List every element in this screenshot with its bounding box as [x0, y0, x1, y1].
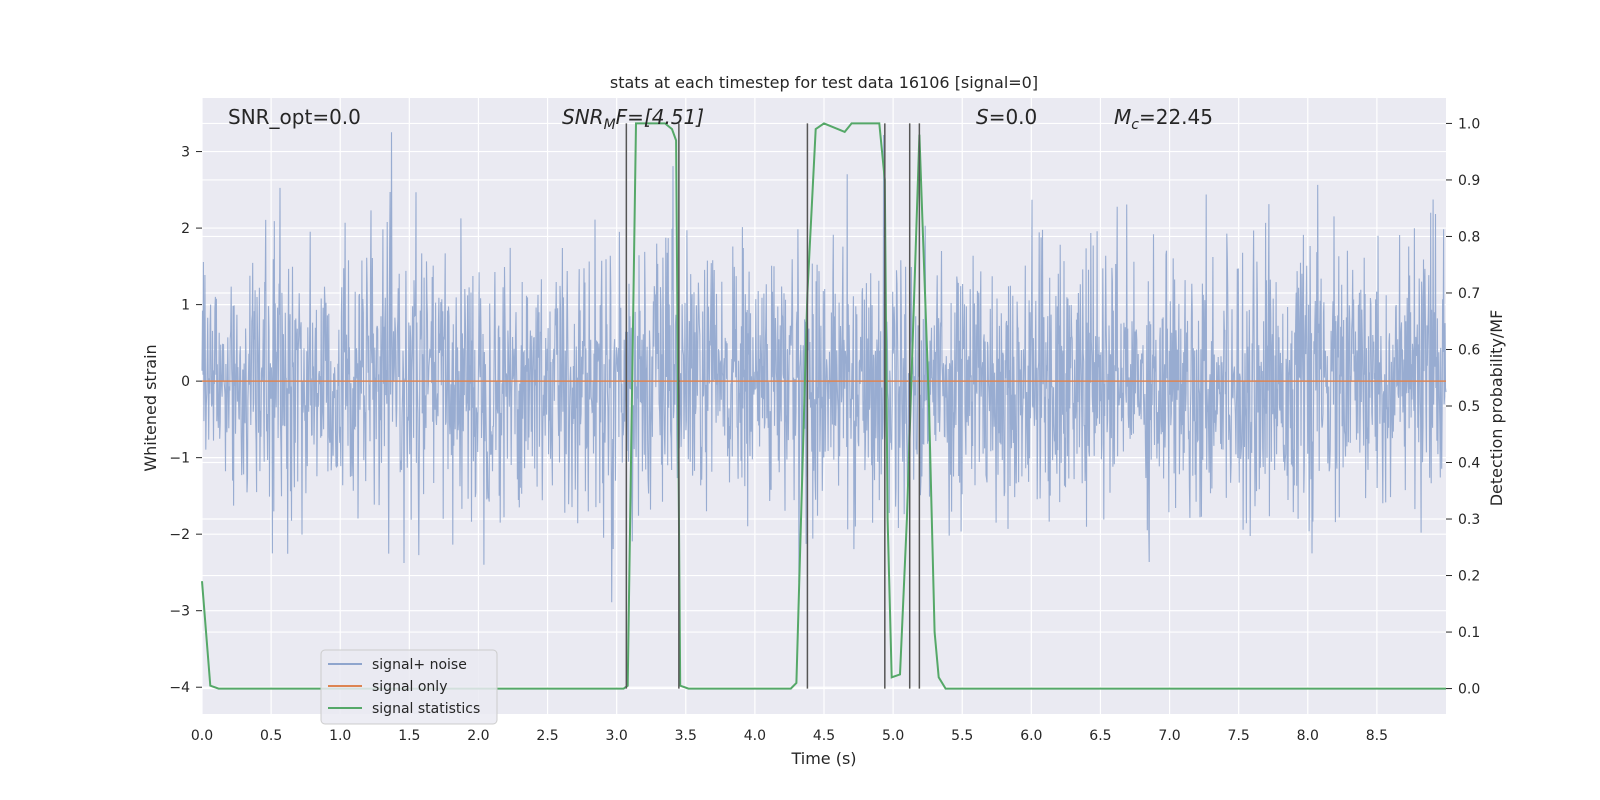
y-tick-label: −2: [169, 527, 190, 543]
x-tick-label: 7.0: [1158, 728, 1180, 744]
y-tick-label: −4: [169, 680, 190, 696]
y2-tick-label: 0.0: [1458, 682, 1480, 698]
x-tick-label: 6.0: [1020, 728, 1042, 744]
y2-tick-label: 0.5: [1458, 399, 1480, 415]
signal-statistics-series: [201, 122, 1446, 690]
x-tick-label: 3.0: [606, 728, 628, 744]
y2-tick-label: 0.2: [1458, 569, 1480, 585]
x-tick-label: 4.5: [813, 728, 835, 744]
y-tick-label: 3: [181, 145, 190, 161]
y2-tick-label: 0.7: [1458, 286, 1480, 302]
x-tick-label: 8.5: [1366, 728, 1388, 744]
signal-noise-series: [201, 132, 1447, 603]
x-tick-label: 8.0: [1297, 728, 1319, 744]
x-tick-label: 1.0: [329, 728, 351, 744]
x-tick-label: 5.5: [951, 728, 973, 744]
vertical-markers: [625, 123, 921, 689]
y2-tick-label: 0.8: [1458, 229, 1480, 245]
x-tick-label: 2.0: [467, 728, 489, 744]
x-tick-label: 5.0: [882, 728, 904, 744]
y2-axis-label: Detection probability/MF: [1487, 310, 1506, 507]
noise-trace: [201, 132, 1447, 603]
legend: signal+ noise signal only signal statist…: [320, 649, 498, 725]
legend-box: [320, 649, 498, 725]
y2-tick-label: 0.1: [1458, 625, 1480, 641]
x-axis-ticks: 0.0 0.5 1.0 1.5 2.0 2.5 3.0 3.5 4.0 4.5 5.0 5.5 6.0 6…: [191, 728, 1388, 744]
legend-label-signal-only: signal only: [372, 679, 447, 695]
y-tick-label: 1: [181, 298, 190, 314]
y2-tick-label: 0.9: [1458, 173, 1480, 189]
x-axis-label: Time (s): [790, 749, 856, 768]
y2-axis-ticks: 1.0 0.9 0.8 0.7 0.6 0.5 0.4 0.3 0.2 0.1 0.0: [1446, 116, 1480, 698]
y-tick-label: −1: [169, 451, 190, 467]
x-tick-label: 0.5: [260, 728, 282, 744]
chart-title: stats at each timestep for test data 161…: [610, 73, 1038, 92]
y2-tick-label: 0.6: [1458, 342, 1480, 358]
mc-annotation: Mc=22.45: [1114, 105, 1213, 133]
y-tick-label: 2: [181, 221, 190, 237]
x-tick-label: 2.5: [536, 728, 558, 744]
x-tick-label: 4.0: [744, 728, 766, 744]
snr-opt-annotation: SNR_opt=0.0: [228, 105, 361, 129]
snr-mf-annotation: SNRMF=[4.51]: [562, 105, 704, 133]
y2-tick-label: 1.0: [1458, 116, 1480, 132]
x-tick-label: 3.5: [675, 728, 697, 744]
y-tick-label: 0: [181, 374, 190, 390]
y2-tick-label: 0.3: [1458, 512, 1480, 528]
x-tick-label: 6.5: [1089, 728, 1111, 744]
y-axis-ticks: 3 2 1 0 −1 −2 −3 −4: [169, 145, 202, 696]
legend-label-noise: signal+ noise: [372, 657, 467, 673]
s-annotation: S=0.0: [976, 105, 1037, 129]
y-tick-label: −3: [169, 604, 190, 620]
legend-label-statistics: signal statistics: [372, 701, 480, 717]
x-tick-label: 1.5: [398, 728, 420, 744]
x-tick-label: 0.0: [191, 728, 213, 744]
y-axis-label: Whitened strain: [141, 344, 160, 471]
x-tick-label: 7.5: [1228, 728, 1250, 744]
y2-tick-label: 0.4: [1458, 456, 1480, 472]
